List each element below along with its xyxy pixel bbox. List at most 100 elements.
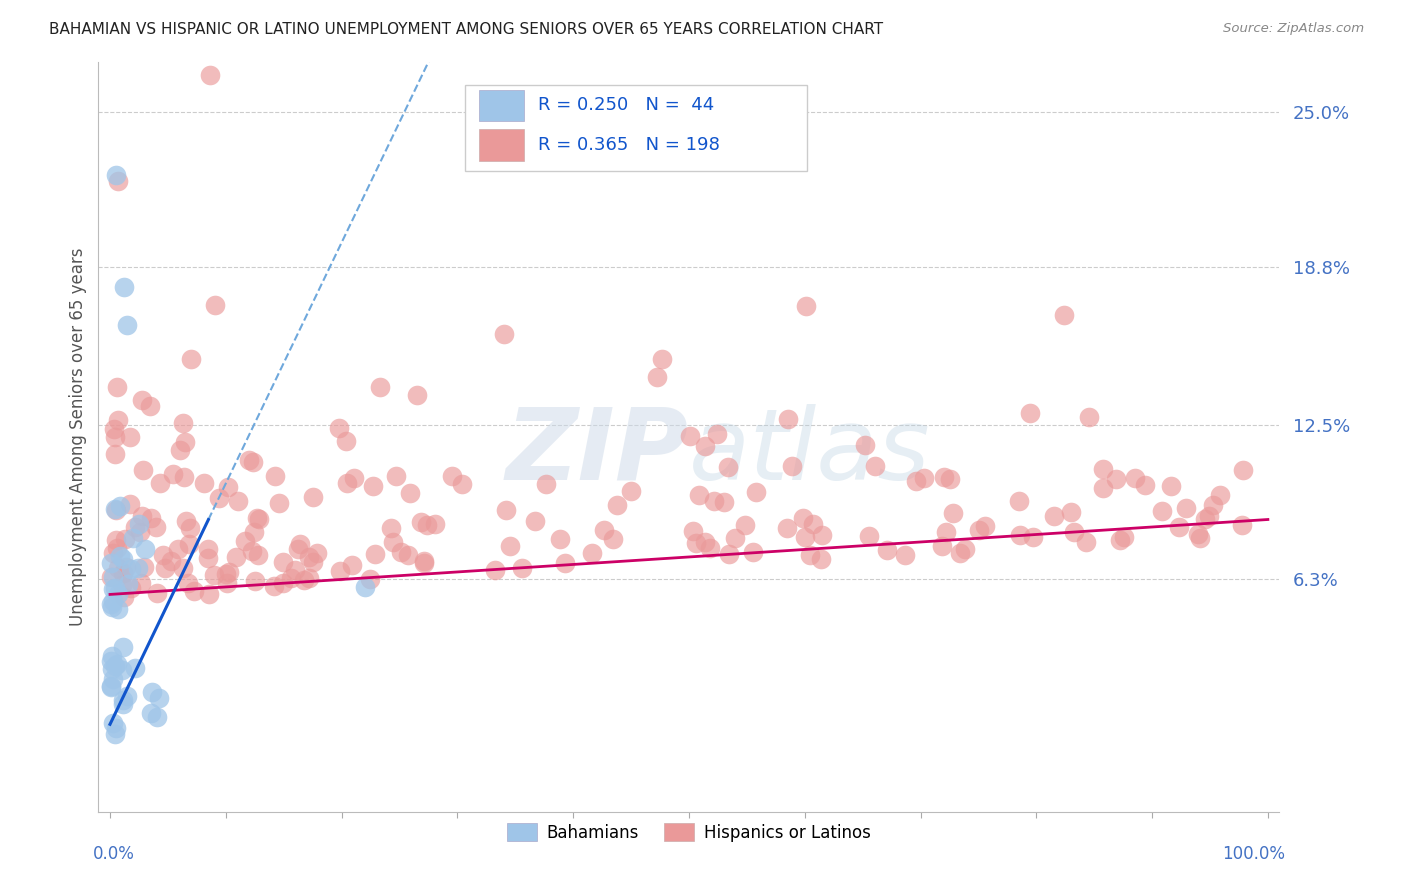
Point xyxy=(292,573,315,587)
Point xyxy=(103,421,125,435)
Point xyxy=(105,380,128,394)
Point xyxy=(122,532,145,546)
Point xyxy=(645,370,668,384)
Point xyxy=(301,490,323,504)
Point xyxy=(139,399,162,413)
Point xyxy=(876,542,898,557)
Point xyxy=(1230,517,1253,532)
Point xyxy=(107,174,129,188)
Point xyxy=(100,655,122,669)
Point xyxy=(105,657,128,672)
Point xyxy=(117,318,139,332)
Point xyxy=(1091,481,1114,495)
Point xyxy=(100,597,122,611)
Point xyxy=(780,458,803,473)
Point xyxy=(101,662,124,676)
Point xyxy=(1008,493,1031,508)
Point xyxy=(139,511,162,525)
Point xyxy=(107,561,129,575)
Point xyxy=(100,570,122,584)
Point xyxy=(301,555,323,569)
Point xyxy=(107,587,129,601)
Point xyxy=(778,412,800,426)
Point xyxy=(724,531,747,545)
Point xyxy=(218,565,240,579)
Point xyxy=(176,514,198,528)
Text: 0.0%: 0.0% xyxy=(93,846,135,863)
Point xyxy=(193,476,215,491)
Point xyxy=(101,672,124,686)
Point xyxy=(153,560,176,574)
Point xyxy=(243,574,266,588)
Point xyxy=(101,582,124,597)
Point xyxy=(550,532,572,546)
Point xyxy=(273,555,295,569)
Point xyxy=(336,476,359,491)
Point xyxy=(284,563,307,577)
Point xyxy=(554,556,576,570)
Point xyxy=(117,576,139,591)
Point xyxy=(127,561,149,575)
Text: atlas: atlas xyxy=(689,403,931,500)
Point xyxy=(685,536,707,550)
Point xyxy=(1059,505,1081,519)
Point xyxy=(129,576,152,591)
Point xyxy=(389,545,412,559)
Point xyxy=(396,548,419,562)
Point xyxy=(128,517,150,532)
Point xyxy=(932,470,955,484)
Point xyxy=(412,556,434,570)
Point xyxy=(217,575,239,590)
Point xyxy=(104,727,127,741)
Point xyxy=(363,547,385,561)
Text: Source: ZipAtlas.com: Source: ZipAtlas.com xyxy=(1223,22,1364,36)
Y-axis label: Unemployment Among Seniors over 65 years: Unemployment Among Seniors over 65 years xyxy=(69,248,87,626)
Point xyxy=(606,498,628,512)
Point xyxy=(120,581,142,595)
Point xyxy=(858,529,880,543)
Point xyxy=(794,299,817,313)
Point xyxy=(703,494,725,508)
Point xyxy=(1209,488,1232,502)
Point xyxy=(1198,509,1220,524)
Point xyxy=(912,471,935,485)
Point xyxy=(131,392,153,407)
Bar xyxy=(478,129,523,161)
Point xyxy=(385,469,408,483)
Point xyxy=(745,485,768,500)
Point xyxy=(160,554,183,568)
Point xyxy=(855,438,877,452)
Point xyxy=(215,567,238,582)
Point xyxy=(693,534,716,549)
Point xyxy=(380,521,402,535)
Point xyxy=(1194,512,1216,526)
Point xyxy=(1109,533,1132,548)
Point xyxy=(131,509,153,524)
Point xyxy=(111,692,134,706)
Point xyxy=(298,549,321,564)
Point xyxy=(328,421,350,435)
Point xyxy=(145,586,167,600)
Point xyxy=(104,503,127,517)
Point xyxy=(1232,463,1254,477)
Point xyxy=(141,685,163,699)
Point xyxy=(101,600,124,615)
Text: ZIP: ZIP xyxy=(506,403,689,500)
Point xyxy=(1123,470,1146,484)
Point xyxy=(742,544,765,558)
Point xyxy=(1133,478,1156,492)
Point xyxy=(267,496,290,510)
Point xyxy=(112,552,135,566)
Point xyxy=(246,548,269,562)
Point xyxy=(1112,530,1135,544)
Point xyxy=(495,503,517,517)
Point xyxy=(247,512,270,526)
Point xyxy=(101,594,124,608)
Point xyxy=(775,521,797,535)
Point xyxy=(1063,525,1085,540)
Point xyxy=(423,517,446,532)
Point xyxy=(280,571,302,585)
Point xyxy=(273,576,295,591)
Point xyxy=(169,442,191,457)
Point xyxy=(361,478,384,492)
